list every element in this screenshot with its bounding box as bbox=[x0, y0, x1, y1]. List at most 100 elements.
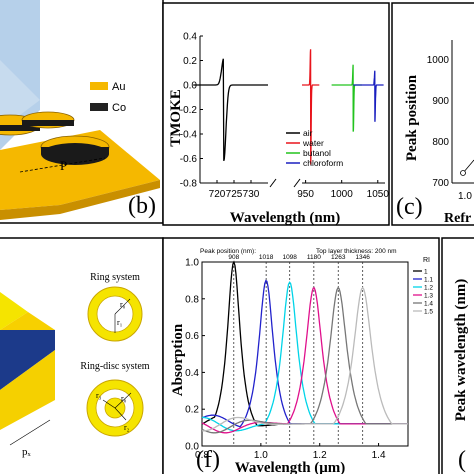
period-label: P bbox=[60, 158, 67, 173]
tmoke-ytick-label: -0.6 bbox=[180, 154, 198, 165]
ringdisc-r3-label: r₂ bbox=[124, 423, 130, 432]
panel-c-point bbox=[460, 170, 466, 176]
absorption-legend-label-1.2: 1.2 bbox=[424, 285, 433, 292]
tmoke-xtick-label: 950 bbox=[297, 189, 314, 200]
tmoke-xtick-label: 1050 bbox=[367, 189, 390, 200]
panel-c-ytick-1000: 1000 bbox=[427, 55, 450, 66]
panel-b-frame bbox=[162, 2, 390, 226]
tmoke-xtick-label: 730 bbox=[243, 189, 260, 200]
tmoke-ytick-label: 0.4 bbox=[183, 32, 197, 43]
tmoke-xtick-label: 1000 bbox=[331, 189, 354, 200]
tmoke-ytick-label: 0.0 bbox=[183, 81, 197, 92]
panel-f-letter: (f) bbox=[196, 447, 220, 473]
yellow-layer-bottom bbox=[0, 350, 55, 430]
legend-co-label: Co bbox=[112, 102, 126, 114]
ringdisc-r0-label: r₀ bbox=[121, 394, 127, 403]
tmoke-legend-label-butanol: butanol bbox=[303, 148, 331, 158]
absorption-legend-label-1.5: 1.5 bbox=[424, 309, 433, 316]
ring-system-title: Ring system bbox=[90, 272, 140, 283]
panel-f-xlabel: Wavelength (μm) bbox=[235, 460, 346, 474]
tmoke-legend-label-air: air bbox=[303, 128, 313, 138]
panel-g: Peak wavelength (nm) ( bbox=[441, 237, 474, 474]
legend-au-label: Au bbox=[112, 81, 125, 93]
absorption-peak-label: 1263 bbox=[331, 254, 346, 261]
absorption-legend-label-1.4: 1.4 bbox=[424, 301, 433, 308]
panel-f-frame bbox=[162, 237, 440, 474]
ring-r1-label: r₁ bbox=[117, 318, 123, 327]
absorption-legend-label-1.3: 1.3 bbox=[424, 293, 433, 300]
ringdisc-system-title: Ring-disc system bbox=[80, 361, 149, 372]
ringdisc-r0-line bbox=[114, 392, 132, 409]
panel-c-letter: (c) bbox=[396, 194, 423, 220]
absorption-plot: 0.0 0.2 0.4 0.6 0.8 1.0 0.8 1.0 1.2 1.4 908 1018 109… bbox=[185, 254, 433, 461]
absorption-peak-label: 1180 bbox=[307, 254, 321, 261]
panel-f: Peak position (nm): Top layer thickness:… bbox=[162, 237, 440, 474]
absorption-peak-label: 908 bbox=[228, 254, 239, 261]
absorption-xtick-label: 1.2 bbox=[313, 450, 327, 461]
ringdisc-r2-line bbox=[102, 399, 116, 409]
absorption-ytick-label: 1.0 bbox=[185, 258, 199, 269]
blue-layer bbox=[0, 330, 55, 390]
absorption-ytick-label: 0.2 bbox=[185, 405, 199, 416]
absorption-ytick-label: 0.4 bbox=[185, 368, 199, 379]
ringdisc-r3-line bbox=[114, 407, 127, 421]
panel-g-letter: ( bbox=[458, 447, 466, 473]
absorption-peak-label: 1346 bbox=[355, 254, 370, 261]
panel-c-xlabel: Refr bbox=[444, 211, 471, 226]
disk-right-bottom bbox=[41, 143, 109, 165]
disk-left-side bbox=[0, 125, 40, 131]
period-arrow bbox=[19, 157, 106, 173]
tmoke-ytick-label: -0.2 bbox=[180, 105, 198, 116]
absorption-legend-label-1: 1 bbox=[424, 269, 428, 276]
absorption-plot-frame bbox=[201, 261, 409, 447]
gold-slab-edge bbox=[0, 180, 160, 220]
disk-mid-side bbox=[22, 120, 74, 126]
tmoke-xtick-label: 720 bbox=[209, 189, 226, 200]
absorption-xtick-label: 1.0 bbox=[254, 450, 268, 461]
tmoke-ytick-label: -0.8 bbox=[180, 179, 198, 190]
panel-c-xtick: 1.0 bbox=[458, 191, 472, 202]
absorption-series-1.5 bbox=[202, 286, 408, 432]
absorption-xtick-label: 1.4 bbox=[372, 450, 386, 461]
tmoke-xtick-label: 725 bbox=[226, 189, 243, 200]
tmoke-axis-break-1 bbox=[269, 178, 277, 188]
panel-b-letter: (b) bbox=[128, 193, 156, 219]
absorption-peak-label: 1018 bbox=[259, 254, 274, 261]
panel-c-ytick-800: 800 bbox=[432, 137, 449, 148]
panel-f-ylabel: Absorption bbox=[170, 323, 186, 396]
panel-b-xlabel: Wavelength (nm) bbox=[230, 210, 340, 226]
panel-g-frame bbox=[441, 237, 474, 474]
light-beam bbox=[0, 60, 40, 130]
panel-f-top-note-left: Peak position (nm): bbox=[200, 248, 256, 255]
panel-e: pₓ Ring system r₀ r₁ Ring-disc system r₀… bbox=[0, 237, 164, 474]
panel-g-ylabel: Peak wavelength (nm) bbox=[453, 279, 469, 422]
tmoke-legend-label-water: water bbox=[302, 138, 324, 148]
absorption-ytick-label: 0.8 bbox=[185, 294, 199, 305]
tmoke-series-water bbox=[302, 49, 320, 165]
tmoke-ytick-label: -0.4 bbox=[180, 130, 198, 141]
tmoke-series-air bbox=[193, 58, 268, 162]
panel-b-ylabel: TMOKE bbox=[168, 89, 184, 147]
absorption-peak-label: 1098 bbox=[282, 254, 297, 261]
panel-c-frame bbox=[391, 2, 474, 226]
absorption-ytick-label: 0.6 bbox=[185, 331, 199, 342]
tmoke-plot: -0.8 -0.6 -0.4 -0.2 0.0 0.2 0.4 720 725 730 950 100… bbox=[180, 32, 390, 201]
legend-co-swatch bbox=[90, 103, 108, 111]
ring-r0-line bbox=[114, 298, 131, 315]
panel-b: TMOKE -0.8 -0.6 -0.4 -0.2 0.0 0.2 0.4 720 725 730… bbox=[128, 2, 390, 226]
absorption-ytick-label: 0.0 bbox=[185, 442, 199, 453]
tmoke-legend-label-chloroform: chloroform bbox=[303, 158, 343, 168]
absorption-xtick-label: 0.8 bbox=[195, 450, 209, 461]
absorption-legend-label-1.1: 1.1 bbox=[424, 277, 433, 284]
period-px-line bbox=[9, 419, 51, 446]
tmoke-axis-break-2 bbox=[293, 178, 301, 188]
ring-r0-label: r₀ bbox=[120, 300, 126, 309]
yellow-layer-top bbox=[0, 292, 28, 330]
panel-a: P Au Co bbox=[0, 0, 164, 224]
panel-c-ytick-900: 900 bbox=[432, 96, 449, 107]
ringdisc-r2-label: r₃ bbox=[96, 391, 102, 400]
absorption-legend-title: RI bbox=[423, 257, 430, 264]
tmoke-series-chloroform bbox=[353, 70, 384, 122]
panel-c-ytick-700: 700 bbox=[432, 178, 449, 189]
